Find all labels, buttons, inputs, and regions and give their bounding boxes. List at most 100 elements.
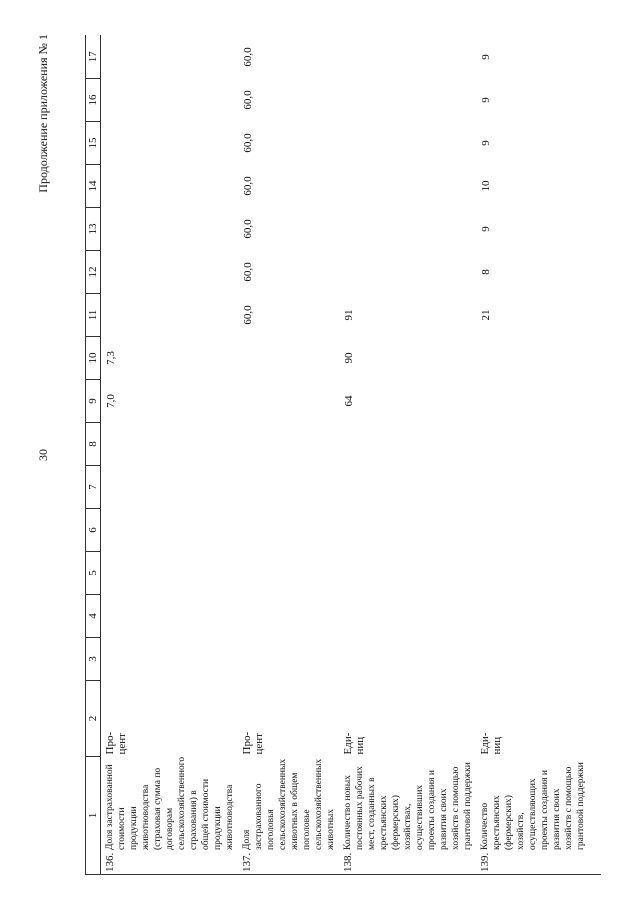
value-cell: [238, 466, 339, 509]
value-cell: [238, 509, 339, 552]
value-cell: 9: [480, 226, 492, 232]
value-cell: [101, 638, 239, 681]
value-cell: 91: [343, 309, 355, 321]
value-cell: [101, 294, 239, 337]
column-number: 16: [85, 78, 101, 122]
value-cell: [339, 509, 476, 552]
column-number: 8: [85, 422, 101, 466]
column-number: 3: [85, 637, 101, 681]
value-cell: [101, 251, 239, 294]
value-cell: [476, 638, 601, 681]
value-cell: 9: [480, 97, 492, 103]
table: 1 2 3 4 5 6 7 8 9 10 11 12 13 14 15 16 17 136.Доля застр…: [85, 35, 601, 876]
value-cell: [238, 638, 339, 681]
value-cell: [101, 122, 239, 165]
value-cell: [476, 552, 601, 595]
value-cell: [101, 466, 239, 509]
row-number: 139.: [479, 852, 491, 872]
value-cell: 60,0: [242, 47, 254, 67]
page-number: 30: [36, 449, 50, 461]
column-number: 11: [85, 293, 101, 337]
value-cell: [339, 423, 476, 466]
indicator-cell: 136. Доля застрахованной стоимости продук…: [100, 756, 238, 875]
value-cell: [238, 423, 339, 466]
indicator-name: Количество новых постоянных рабочих мест…: [343, 762, 473, 850]
value-cell: [339, 208, 476, 251]
value-cell: [238, 595, 339, 638]
indicator-cell: 137. Доля застрахованного поголовья сельс…: [238, 756, 339, 875]
value-cell: [476, 509, 601, 552]
column-number: 6: [85, 508, 101, 552]
column-number: 4: [85, 594, 101, 638]
unit: Про- цент: [104, 731, 128, 755]
value-cell: [339, 165, 476, 208]
value-cell: 64: [343, 395, 355, 407]
column-number: 12: [85, 250, 101, 294]
value-cell: [339, 552, 476, 595]
value-cell: [238, 380, 339, 423]
value-cell: [101, 552, 239, 595]
value-cell: 9: [480, 140, 492, 146]
row-number: 138.: [342, 852, 354, 872]
value-cell: 90: [343, 352, 355, 364]
caption: Продолжение приложения № 1: [36, 34, 50, 193]
value-cell: [339, 595, 476, 638]
indicator-cell: 138. Количество новых постоянных рабочих …: [339, 756, 476, 875]
value-cell: 60,0: [242, 219, 254, 239]
column-number: 15: [85, 121, 101, 165]
value-cell: [339, 36, 476, 79]
value-cell: [476, 595, 601, 638]
value-cell: 21: [480, 309, 492, 321]
value-cell: [339, 79, 476, 122]
indicator-name: Доля застрахованной стоимости продукции …: [105, 756, 235, 850]
column-number: 2: [85, 680, 101, 757]
value-cell: [101, 79, 239, 122]
table-row: 139. Количество крестьянских (фермерских)…: [476, 36, 601, 875]
header-row: 1 2 3 4 5 6 7 8 9 10 11 12 13 14 15 16 17: [85, 35, 101, 875]
column-number: 9: [85, 379, 101, 423]
value-cell: [101, 208, 239, 251]
value-cell: [339, 251, 476, 294]
value-cell: 60,0: [242, 133, 254, 153]
value-cell: [101, 165, 239, 208]
unit: Еди- ниц: [342, 732, 366, 755]
value-cell: [339, 466, 476, 509]
value-cell: [101, 423, 239, 466]
column-number: 10: [85, 336, 101, 380]
table-row: 136. Доля застрахованной стоимости продук…: [100, 36, 239, 875]
unit: Про- цент: [241, 731, 265, 755]
value-cell: 7,3: [105, 351, 117, 365]
indicator-name: Доля застрахованного поголовья сельскохо…: [242, 758, 336, 850]
value-cell: 60,0: [242, 176, 254, 196]
value-cell: 8: [480, 269, 492, 275]
row-number: 136.: [104, 852, 116, 872]
column-number: 5: [85, 551, 101, 595]
value-cell: 10: [480, 180, 492, 192]
column-number: 7: [85, 465, 101, 509]
indicator-cell: 139. Количество крестьянских (фермерских)…: [476, 756, 601, 875]
column-number: 1: [85, 756, 101, 875]
value-cell: 60,0: [242, 305, 254, 325]
value-cell: 60,0: [242, 262, 254, 282]
value-cell: 60,0: [242, 90, 254, 110]
value-cell: [476, 466, 601, 509]
value-cell: [101, 509, 239, 552]
value-cell: [476, 423, 601, 466]
value-cell: [476, 337, 601, 380]
row-number: 137.: [241, 852, 253, 872]
column-number: 14: [85, 164, 101, 208]
value-cell: [339, 122, 476, 165]
indicator-name: Количество крестьянских (фермерских) хоз…: [480, 762, 586, 850]
unit: Еди- ниц: [479, 732, 503, 755]
value-cell: [101, 36, 239, 79]
value-cell: [101, 595, 239, 638]
value-cell: [476, 380, 601, 423]
value-cell: [238, 337, 339, 380]
table-row: 137. Доля застрахованного поголовья сельс…: [238, 36, 339, 875]
value-cell: 7,0: [105, 394, 117, 408]
value-cell: [339, 638, 476, 681]
value-cell: 9: [480, 54, 492, 60]
column-number: 17: [85, 35, 101, 79]
